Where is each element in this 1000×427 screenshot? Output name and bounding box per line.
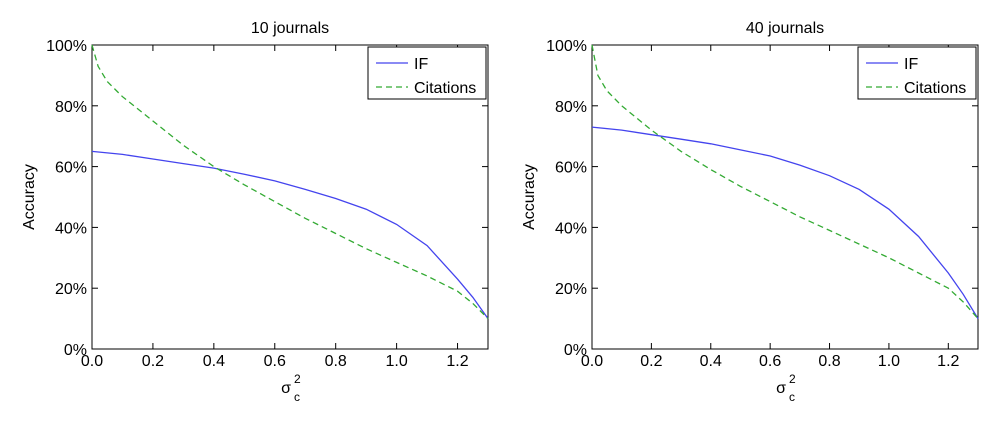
chart-title: 40 journals	[746, 20, 824, 37]
y-tick-label: 0%	[564, 342, 587, 359]
y-tick-label: 60%	[55, 160, 87, 177]
y-tick-label: 0%	[64, 342, 87, 359]
chart-panel-1: 10 journals 0.0 0.2 0.4 0.6 0.8 1.0 1.2 0% 20% 40%…	[21, 20, 489, 404]
x-axis-label-subscript: c	[789, 390, 795, 404]
x-axis-label-subscript: c	[294, 390, 300, 404]
x-tick-label: 0.8	[818, 353, 840, 370]
x-tick-label: 0.0	[581, 353, 603, 370]
legend: IF Citations	[857, 46, 977, 100]
x-tick-label: 1.2	[446, 353, 468, 370]
x-axis-label: σ	[281, 380, 291, 397]
y-tick-label: 20%	[55, 281, 87, 298]
plot-area-frame	[91, 44, 489, 350]
series-line-if	[591, 126, 979, 319]
series-line-citations	[91, 44, 489, 320]
legend-label-citations: Citations	[414, 80, 476, 97]
y-tick-label: 100%	[46, 38, 87, 55]
x-axis-label-superscript: 2	[294, 372, 301, 386]
y-tick-label: 20%	[555, 281, 587, 298]
x-tick-label: 0.2	[142, 353, 164, 370]
chart-title: 10 journals	[251, 20, 329, 37]
y-tick-label: 80%	[55, 99, 87, 116]
y-tick-label: 80%	[555, 99, 587, 116]
legend: IF Citations	[367, 46, 487, 100]
x-axis-label: σ	[776, 380, 786, 397]
x-tick-label: 1.0	[878, 353, 900, 370]
y-tick-label: 100%	[546, 38, 587, 55]
plot-area-frame	[591, 44, 979, 350]
x-tick-label: 0.4	[700, 353, 722, 370]
x-axis-label-superscript: 2	[789, 372, 796, 386]
legend-label-if: IF	[414, 56, 428, 73]
x-tick-label: 0.8	[325, 353, 347, 370]
series-line-if	[91, 150, 489, 319]
legend-box	[857, 46, 977, 100]
x-tick-label: 0.0	[81, 353, 103, 370]
series-line-citations	[591, 44, 979, 320]
legend-box	[367, 46, 487, 100]
x-tick-label: 0.2	[640, 353, 662, 370]
y-tick-label: 40%	[55, 220, 87, 237]
x-tick-label: 1.2	[937, 353, 959, 370]
x-tick-label: 1.0	[385, 353, 407, 370]
y-axis-label: Accuracy	[21, 164, 38, 230]
chart-panel-2: 40 journals 0.0 0.2 0.4 0.6 0.8 1.0 1.2 0% 20% 40%…	[521, 20, 979, 404]
x-tick-label: 0.6	[759, 353, 781, 370]
y-tick-label: 40%	[555, 220, 587, 237]
y-tick-label: 60%	[555, 160, 587, 177]
x-tick-label: 0.4	[203, 353, 225, 370]
legend-label-citations: Citations	[904, 80, 966, 97]
y-axis-label: Accuracy	[521, 164, 538, 230]
x-tick-label: 0.6	[264, 353, 286, 370]
legend-label-if: IF	[904, 56, 918, 73]
